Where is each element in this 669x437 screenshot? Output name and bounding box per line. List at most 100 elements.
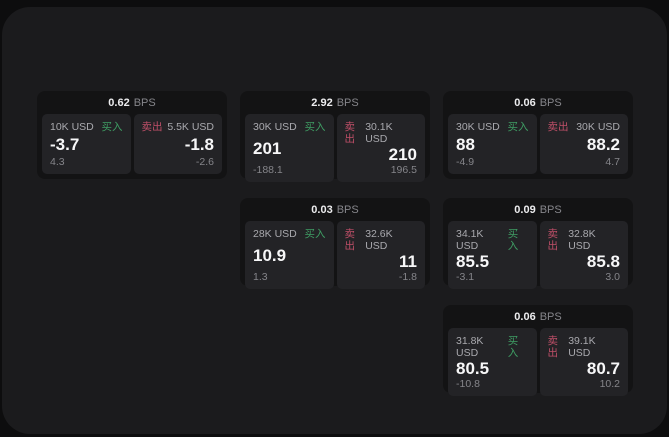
sell-side-label: 卖出 (547, 121, 569, 133)
sell-side-label: 卖出 (547, 228, 559, 252)
buy-price: 85.5 (456, 252, 490, 271)
sell-sub-value: -1.8 (398, 271, 417, 283)
sell-price: 80.7 (586, 359, 620, 378)
buy-price: 10.9 (253, 246, 287, 265)
buy-amount: 30K USD (253, 121, 297, 133)
buy-sub-value: -10.8 (456, 378, 480, 390)
spread-header: 0.06 BPS (443, 91, 633, 114)
buy-tile[interactable]: 31.8K USD 买入 80.5 -10.8 (448, 328, 537, 396)
sell-sub-value: 4.7 (605, 156, 620, 168)
quote-cards-grid: 0.62 BPS 10K USD 买入 -3.7 4.3 卖出 5.5K USD (37, 91, 633, 396)
sell-tile-header: 卖出 32.8K USD (548, 228, 621, 252)
sell-tile-header: 卖出 39.1K USD (548, 335, 621, 359)
sell-side-label: 卖出 (344, 121, 356, 145)
app-panel: 0.62 BPS 10K USD 买入 -3.7 4.3 卖出 5.5K USD (2, 7, 667, 434)
sell-price: 210 (388, 145, 417, 164)
buy-amount: 30K USD (456, 121, 500, 133)
buy-tile-header: 30K USD 买入 (253, 121, 326, 133)
buy-tile[interactable]: 30K USD 买入 201 -188.1 (245, 114, 334, 182)
spread-header: 0.03 BPS (240, 198, 430, 221)
buy-tile-header: 31.8K USD 买入 (456, 335, 529, 359)
sell-price: 88.2 (586, 135, 620, 154)
sell-tile-header: 卖出 5.5K USD (142, 121, 215, 133)
buy-tile-header: 28K USD 买入 (253, 228, 326, 240)
quote-card-5: 0.09 BPS 34.1K USD 买入 85.5 -3.1 卖出 32.8K… (443, 198, 633, 289)
sell-price: 11 (399, 252, 417, 271)
quote-body: 31.8K USD 买入 80.5 -10.8 卖出 39.1K USD 80.… (443, 328, 633, 401)
buy-tile-header: 10K USD 买入 (50, 121, 123, 133)
buy-tile[interactable]: 34.1K USD 买入 85.5 -3.1 (448, 221, 537, 289)
spread-header: 2.92 BPS (240, 91, 430, 114)
sell-amount: 32.8K USD (568, 228, 596, 252)
spread-header: 0.62 BPS (37, 91, 227, 114)
buy-price: 201 (253, 139, 282, 158)
buy-amount: 28K USD (253, 228, 297, 240)
buy-price: 88 (456, 135, 475, 154)
sell-tile-header: 卖出 30K USD (548, 121, 621, 133)
sell-sub-value: 3.0 (605, 271, 620, 283)
sell-tile[interactable]: 卖出 39.1K USD 80.7 10.2 (539, 328, 628, 396)
buy-sub-value: -3.1 (456, 271, 475, 283)
sell-side-label: 卖出 (141, 121, 163, 133)
sell-tile-header: 卖出 32.6K USD (345, 228, 418, 252)
sell-price: -1.8 (184, 135, 214, 154)
buy-sub-value: -4.9 (456, 156, 475, 168)
sell-tile[interactable]: 卖出 32.6K USD 11 -1.8 (336, 221, 425, 289)
buy-price: -3.7 (50, 135, 80, 154)
buy-tile-header: 30K USD 买入 (456, 121, 529, 133)
spread-value: 0.06 (514, 310, 536, 323)
spread-value: 0.06 (514, 96, 536, 109)
buy-sub-value: 4.3 (50, 156, 65, 168)
quote-card-2: 2.92 BPS 30K USD 买入 201 -188.1 卖出 30.1K … (240, 91, 430, 182)
sell-sub-value: 196.5 (390, 164, 417, 176)
spread-unit: BPS (133, 96, 156, 109)
buy-side-label: 买入 (507, 335, 519, 359)
buy-price: 80.5 (456, 359, 490, 378)
buy-side-label: 买入 (304, 228, 326, 240)
spread-value: 2.92 (311, 96, 333, 109)
sell-tile[interactable]: 卖出 32.8K USD 85.8 3.0 (539, 221, 628, 289)
buy-sub-value: -188.1 (253, 164, 283, 176)
buy-tile[interactable]: 28K USD 买入 10.9 1.3 (245, 221, 334, 289)
buy-side-label: 买入 (507, 121, 529, 133)
sell-amount: 5.5K USD (167, 121, 214, 133)
buy-tile[interactable]: 10K USD 买入 -3.7 4.3 (42, 114, 131, 174)
spread-unit: BPS (336, 96, 359, 109)
sell-tile[interactable]: 卖出 30.1K USD 210 196.5 (336, 114, 425, 182)
buy-amount: 34.1K USD (456, 228, 484, 252)
sell-tile[interactable]: 卖出 5.5K USD -1.8 -2.6 (133, 114, 222, 174)
sell-sub-value: -2.6 (195, 156, 214, 168)
spread-unit: BPS (539, 96, 562, 109)
sell-price: 85.8 (586, 252, 620, 271)
quote-body: 30K USD 买入 201 -188.1 卖出 30.1K USD 210 1… (240, 114, 430, 187)
spread-unit: BPS (539, 310, 562, 323)
sell-amount: 39.1K USD (568, 335, 596, 359)
sell-tile-header: 卖出 30.1K USD (345, 121, 418, 145)
quote-body: 34.1K USD 买入 85.5 -3.1 卖出 32.8K USD 85.8… (443, 221, 633, 294)
sell-sub-value: 10.2 (599, 378, 620, 390)
quote-card-1: 0.62 BPS 10K USD 买入 -3.7 4.3 卖出 5.5K USD (37, 91, 227, 179)
quote-body: 30K USD 买入 88 -4.9 卖出 30K USD 88.2 4.7 (443, 114, 633, 179)
quote-card-6: 0.06 BPS 31.8K USD 买入 80.5 -10.8 卖出 39.1… (443, 305, 633, 396)
buy-tile-header: 34.1K USD 买入 (456, 228, 529, 252)
buy-tile[interactable]: 30K USD 买入 88 -4.9 (448, 114, 537, 174)
spread-unit: BPS (336, 203, 359, 216)
quote-card-4: 0.03 BPS 28K USD 买入 10.9 1.3 卖出 32.6K US… (240, 198, 430, 289)
quote-body: 28K USD 买入 10.9 1.3 卖出 32.6K USD 11 -1.8 (240, 221, 430, 294)
sell-amount: 30K USD (576, 121, 620, 133)
spread-value: 0.62 (108, 96, 130, 109)
quote-body: 10K USD 买入 -3.7 4.3 卖出 5.5K USD -1.8 -2.… (37, 114, 227, 179)
sell-side-label: 卖出 (547, 335, 559, 359)
buy-side-label: 买入 (507, 228, 519, 252)
quote-card-3: 0.06 BPS 30K USD 买入 88 -4.9 卖出 30K USD (443, 91, 633, 179)
buy-side-label: 买入 (101, 121, 123, 133)
spread-value: 0.03 (311, 203, 333, 216)
spread-value: 0.09 (514, 203, 536, 216)
spread-header: 0.06 BPS (443, 305, 633, 328)
sell-side-label: 卖出 (344, 228, 356, 252)
buy-amount: 10K USD (50, 121, 94, 133)
buy-side-label: 买入 (304, 121, 326, 133)
spread-unit: BPS (539, 203, 562, 216)
spread-header: 0.09 BPS (443, 198, 633, 221)
sell-tile[interactable]: 卖出 30K USD 88.2 4.7 (539, 114, 628, 174)
